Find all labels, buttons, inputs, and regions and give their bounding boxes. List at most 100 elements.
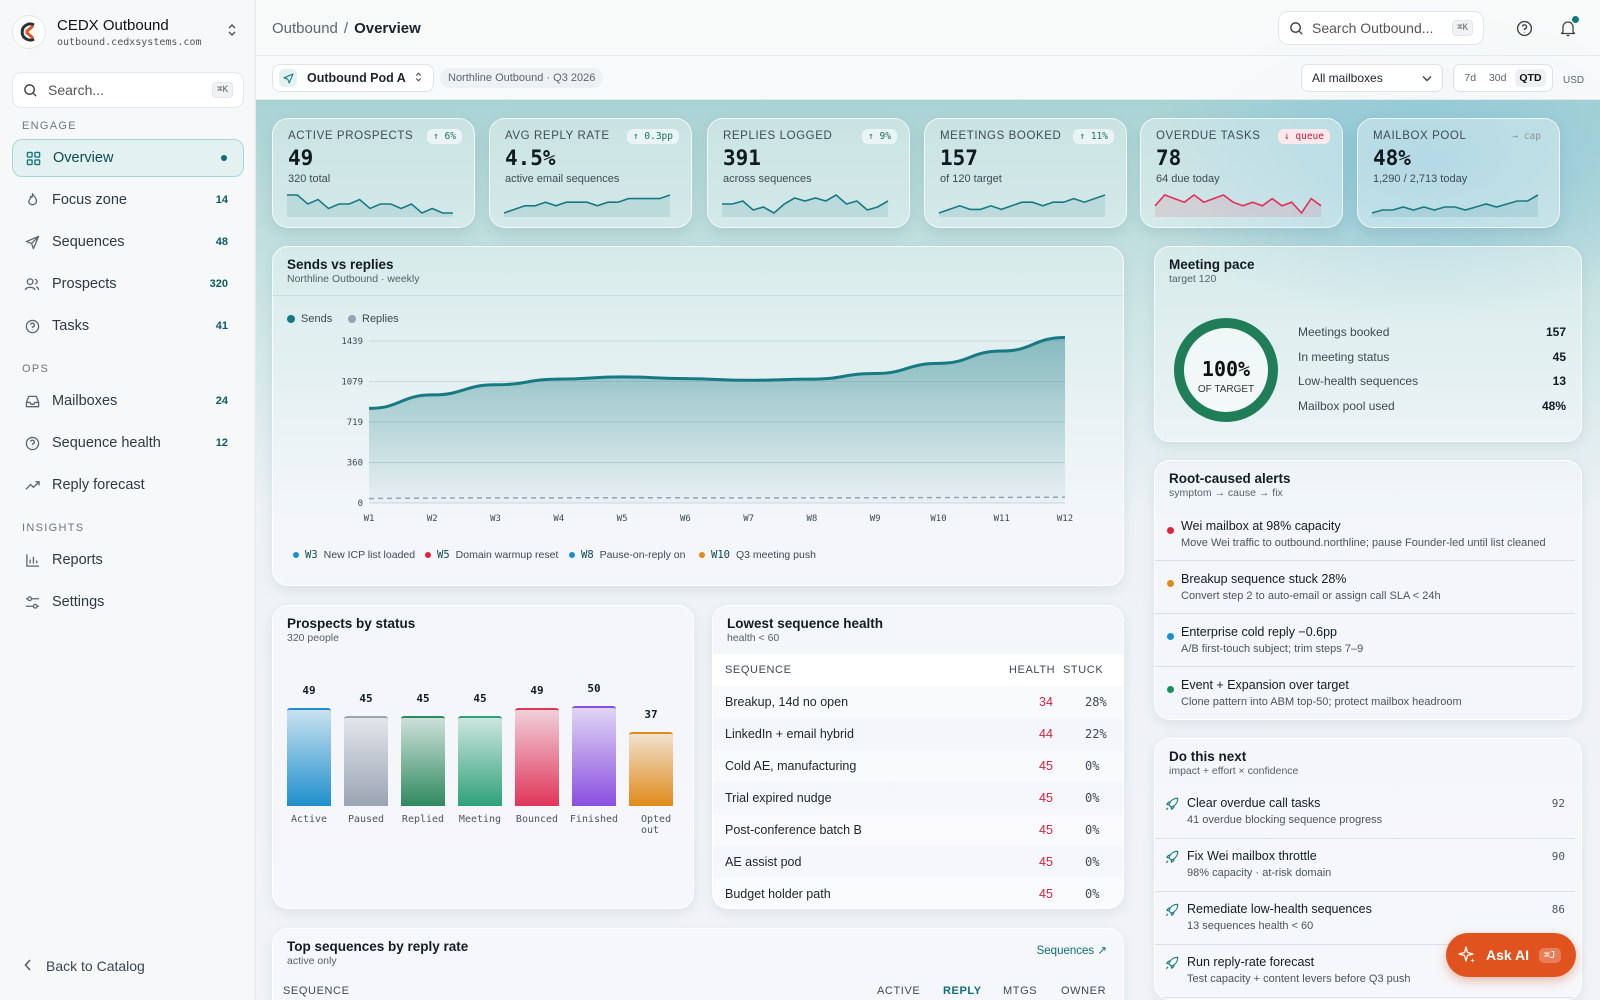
stuck-percent: 0% — [1085, 759, 1100, 773]
table-row[interactable]: Trial expired nudge 45 0% — [713, 782, 1123, 814]
alert-item[interactable]: Event + Expansion over target Clone patte… — [1155, 668, 1575, 719]
global-search-input[interactable]: Search Outbound... ⌘K — [1278, 11, 1484, 45]
kpi-label: AVG REPLY RATE — [505, 130, 610, 142]
sparkline-area — [722, 195, 888, 217]
legend-label: Sends — [301, 313, 333, 325]
panel-title: Top sequences by reply rate — [287, 939, 469, 954]
sidebar-item-prospects[interactable]: Prospects 320 — [12, 265, 244, 303]
sidebar-item-focus-zone[interactable]: Focus zone 14 — [12, 181, 244, 219]
bell-icon[interactable] — [1558, 16, 1579, 38]
column-header[interactable]: SEQUENCE — [725, 664, 792, 676]
column-header[interactable]: ACTIVE — [877, 985, 921, 997]
kpi-card[interactable]: OVERDUE TASKS 78 64 due today ↓ queue — [1140, 118, 1343, 228]
chevron-updown-icon[interactable] — [226, 22, 238, 43]
status-bar[interactable]: 50 Finished — [570, 606, 618, 906]
sidebar-search-placeholder: Search... — [48, 82, 105, 98]
range-option-30d[interactable]: 30d — [1488, 72, 1507, 84]
status-bar[interactable]: 49 Active — [287, 606, 331, 906]
chart-annotation[interactable]: W3 New ICP list loaded — [293, 549, 415, 561]
kpi-sparkline — [287, 194, 453, 217]
status-bar[interactable]: 49 Bounced — [515, 606, 559, 906]
series-line-replies — [368, 496, 1066, 500]
table-row[interactable]: LinkedIn + email hybrid 44 22% — [713, 718, 1123, 750]
chevron-updown-icon — [414, 71, 423, 86]
status-bar[interactable]: 45 Replied — [401, 606, 445, 906]
table-row[interactable]: Cold AE, manufacturing 45 0% — [713, 750, 1123, 782]
kpi-label: ACTIVE PROSPECTS — [288, 130, 414, 142]
next-action-item[interactable]: Remediate low-health sequences 13 sequenc… — [1155, 893, 1575, 945]
kpi-label: MEETINGS BOOKED — [940, 130, 1062, 142]
date-range-toggle[interactable]: 7d 30d QTD — [1453, 64, 1553, 92]
status-bar[interactable]: 45 Meeting — [458, 606, 502, 906]
table-row[interactable]: AE assist pod 45 0% — [713, 846, 1123, 878]
next-action-item[interactable]: Fix Wei mailbox throttle 98% capacity · a… — [1155, 840, 1575, 892]
kpi-sparkline — [938, 194, 1106, 217]
sidebar-item-sequence-health[interactable]: Sequence health 12 — [12, 424, 244, 462]
column-header[interactable]: MTGS — [1003, 985, 1038, 997]
breadcrumb-root[interactable]: Outbound — [272, 20, 338, 37]
chart-annotation[interactable]: W8 Pause-on-reply on — [569, 549, 685, 561]
sidebar-search-input[interactable]: Search... ⌘K — [12, 72, 244, 108]
sidebar-item-overview[interactable]: Overview — [12, 139, 244, 177]
kpi-card[interactable]: ACTIVE PROSPECTS 49 320 total ↑ 6% — [272, 118, 475, 228]
column-header[interactable]: STUCK — [1063, 664, 1104, 676]
kpi-card[interactable]: REPLIES LOGGED 391 across sequences ↑ 9% — [707, 118, 910, 228]
sidebar-item-settings[interactable]: Settings — [12, 583, 244, 621]
next-action-item[interactable]: Run reply-rate forecast Test capacity + c… — [1155, 946, 1575, 998]
page-title: Overview — [354, 20, 421, 37]
kpi-card[interactable]: MAILBOX POOL 48% 1,290 / 2,713 today → cap — [1357, 118, 1560, 228]
alert-title: Wei mailbox at 98% capacity — [1181, 519, 1341, 533]
sidebar-item-mailboxes[interactable]: Mailboxes 24 — [12, 382, 244, 420]
sidebar-item-reply-forecast[interactable]: Reply forecast — [12, 466, 244, 504]
pod-selector[interactable]: Outbound Pod A — [272, 64, 434, 92]
column-header[interactable]: SEQUENCE — [283, 985, 350, 997]
alert-item[interactable]: Breakup sequence stuck 28% Convert step 2… — [1155, 562, 1575, 614]
column-header[interactable]: HEALTH — [1009, 664, 1056, 676]
sidebar-item-label: Tasks — [52, 318, 90, 334]
panel-title: Root-caused alerts — [1169, 471, 1291, 486]
table-row[interactable]: Breakup, 14d no open 34 28% — [713, 686, 1123, 718]
health-score: 45 — [1039, 855, 1053, 869]
sidebar-item-sequences[interactable]: Sequences 48 — [12, 223, 244, 261]
help-icon[interactable] — [1514, 18, 1534, 38]
sidebar-item-reports[interactable]: Reports — [12, 541, 244, 579]
section-label-ops: OPS — [22, 363, 50, 375]
status-bar[interactable]: 37 Opted out — [629, 606, 673, 906]
annotation-week: W3 — [305, 549, 318, 561]
ask-ai-button[interactable]: Ask AI ⌘J — [1446, 933, 1576, 977]
alert-item[interactable]: Wei mailbox at 98% capacity Move Wei traf… — [1155, 509, 1575, 561]
panel-title: Lowest sequence health — [727, 616, 884, 631]
range-option-qtd[interactable]: QTD — [1515, 69, 1546, 87]
workspace-domain: outbound.cedxsystems.com — [57, 36, 202, 48]
annotation-text: New ICP list loaded — [323, 549, 416, 561]
kpi-card[interactable]: MEETINGS BOOKED 157 of 120 target ↑ 11% — [924, 118, 1127, 228]
sidebar-item-label: Sequences — [52, 234, 125, 250]
chart-annotation[interactable]: W5 Domain warmup reset — [425, 549, 558, 561]
sparkline-line — [1371, 194, 1539, 214]
alert-item[interactable]: Enterprise cold reply −0.6pp A/B first-to… — [1155, 615, 1575, 667]
status-bar[interactable]: 45 Paused — [344, 606, 388, 906]
send-icon — [279, 69, 297, 87]
mailbox-select[interactable]: All mailboxes — [1301, 64, 1443, 92]
workspace-switcher[interactable]: CEDX Outbound outbound.cedxsystems.com — [12, 12, 244, 52]
back-to-catalog-link[interactable]: Back to Catalog — [24, 958, 145, 974]
sparkline-line — [1154, 194, 1322, 215]
table-row[interactable]: Post-conference batch B 45 0% — [713, 814, 1123, 846]
table-row[interactable]: Budget holder path 45 0% — [713, 878, 1123, 908]
sidebar-item-label: Reports — [52, 552, 103, 568]
bar-value: 45 — [473, 692, 487, 705]
chart-annotation[interactable]: W10 Q3 meeting push — [699, 549, 816, 561]
column-header[interactable]: OWNER — [1061, 985, 1107, 997]
column-header[interactable]: REPLY — [943, 985, 982, 997]
next-action-item[interactable]: Clear overdue call tasks 41 overdue block… — [1155, 787, 1575, 839]
panel-subtitle: health < 60 — [727, 632, 780, 644]
range-option-7d[interactable]: 7d — [1464, 72, 1477, 84]
bar-value: 50 — [587, 682, 601, 695]
pod-label: Outbound Pod A — [307, 71, 406, 85]
sequences-link[interactable]: Sequences ↗ — [1036, 945, 1107, 957]
bar-category-label: Meeting — [458, 814, 502, 825]
sidebar-item-tasks[interactable]: Tasks 41 — [12, 307, 244, 345]
kpi-card[interactable]: AVG REPLY RATE 4.5% active email sequences… — [489, 118, 692, 228]
sidebar-item-label: Prospects — [52, 276, 117, 292]
kpi-label: OVERDUE TASKS — [1156, 130, 1261, 142]
